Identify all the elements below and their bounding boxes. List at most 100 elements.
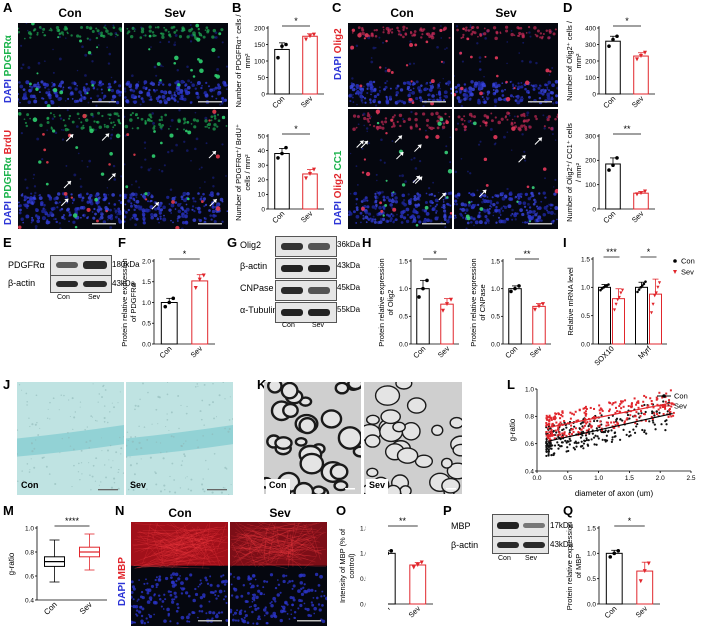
dapi-nucleus (256, 617, 260, 621)
dapi-nucleus (407, 81, 411, 85)
dapi-nucleus (20, 193, 24, 197)
dapi-nucleus (400, 221, 404, 224)
mbp-fiber (158, 531, 188, 550)
tissue-speckle (26, 463, 29, 465)
scatter-point-sev (555, 412, 558, 415)
stain-band-cell (492, 26, 497, 30)
stain-band-cell (90, 112, 94, 117)
tissue-speckle (202, 434, 204, 437)
dapi-nucleus (186, 65, 189, 69)
scatter-point-sev (669, 389, 672, 392)
scatter-point-sev (647, 404, 650, 407)
scatter-point-con (644, 410, 647, 414)
tissue-speckle (166, 413, 168, 415)
dapi-nucleus (217, 594, 220, 598)
scatter-point-sev (578, 432, 581, 435)
dapi-nucleus (186, 149, 189, 152)
dapi-nucleus (170, 94, 174, 98)
dapi-nucleus (124, 134, 127, 137)
dapi-nucleus (145, 578, 147, 581)
myelinated-axon (352, 445, 361, 458)
mbp-fiber (166, 524, 225, 541)
dapi-nucleus (390, 199, 395, 204)
stained-cell (215, 154, 220, 159)
dapi-nucleus (547, 89, 551, 92)
scatter-point-sev (607, 424, 610, 427)
mbp-fiber (166, 526, 227, 534)
stain-band-cell (463, 128, 467, 132)
x-tick-label: Sev (299, 94, 315, 110)
y-tick-label: 0.8 (25, 549, 34, 556)
dapi-nucleus (19, 101, 21, 104)
dapi-nucleus (414, 167, 418, 170)
mbp-fiber (290, 564, 327, 568)
stained-cell (153, 130, 156, 133)
stain-band-cell (380, 120, 384, 124)
dapi-nucleus (366, 199, 369, 202)
dapi-nucleus (307, 588, 311, 593)
panel-label-p: P (443, 503, 452, 518)
tissue-speckle (63, 394, 65, 397)
scatter-point-sev (586, 421, 589, 424)
dapi-nucleus (158, 578, 161, 581)
dapi-nucleus (214, 594, 217, 597)
x-tick-label: 0.0 (532, 475, 541, 482)
stain-band-cell (36, 31, 39, 34)
dapi-nucleus (425, 211, 430, 216)
dapi-nucleus (290, 613, 293, 616)
dapi-nucleus (169, 125, 172, 128)
dapi-nucleus (124, 220, 126, 223)
dapi-nucleus (274, 586, 278, 590)
arrow-head (212, 199, 217, 204)
dapi-nucleus (521, 221, 524, 224)
dapi-nucleus (114, 212, 117, 214)
scatter-point-sev (584, 405, 587, 408)
dapi-nucleus (251, 584, 255, 589)
scatter-point-con (653, 423, 656, 426)
dapi-nucleus (289, 596, 293, 600)
tissue-speckle (134, 435, 137, 438)
scatter-point-sev (556, 428, 559, 431)
dapi-nucleus (468, 86, 473, 91)
dapi-nucleus (508, 197, 512, 201)
dapi-nucleus (227, 619, 228, 622)
data-point (284, 145, 288, 150)
scatter-point-sev (650, 415, 653, 418)
stained-cell (148, 34, 152, 38)
stain-band-cell (176, 128, 179, 131)
stain-band-cell (117, 114, 120, 118)
mbp-fiber (231, 522, 265, 545)
stain-band-cell (528, 125, 532, 129)
scatter-point-sev (626, 417, 629, 420)
tissue-speckle (123, 436, 124, 438)
dapi-nucleus (180, 227, 184, 229)
dapi-nucleus (178, 109, 181, 112)
dapi-nucleus (544, 196, 547, 199)
dapi-nucleus (164, 576, 169, 581)
scatter-point-sev (634, 422, 637, 425)
scatter-point-sev (620, 407, 623, 410)
stain-band-cell (494, 116, 497, 119)
dapi-nucleus (436, 98, 439, 102)
mbp-fiber (247, 527, 312, 530)
y-axis-title: Protein relative expression (377, 258, 386, 346)
scatter-point-con (640, 412, 643, 415)
scatter-point-con (610, 429, 613, 432)
dapi-nucleus (348, 212, 353, 216)
dapi-nucleus (139, 103, 142, 106)
scatter-point-con (582, 442, 586, 445)
mbp-fiber (166, 533, 223, 549)
dapi-nucleus (356, 184, 359, 186)
stained-cell (91, 84, 94, 87)
stain-band-cell (414, 112, 418, 116)
dapi-nucleus (481, 100, 485, 104)
dapi-nucleus (167, 196, 170, 198)
dapi-nucleus (219, 197, 224, 202)
stain-band-cell (521, 35, 525, 39)
mbp-fiber (297, 536, 316, 542)
data-point (615, 34, 619, 39)
dapi-nucleus (140, 619, 144, 624)
scatter-point-con (581, 434, 584, 437)
dapi-nucleus (488, 199, 493, 204)
dapi-nucleus (96, 88, 99, 91)
